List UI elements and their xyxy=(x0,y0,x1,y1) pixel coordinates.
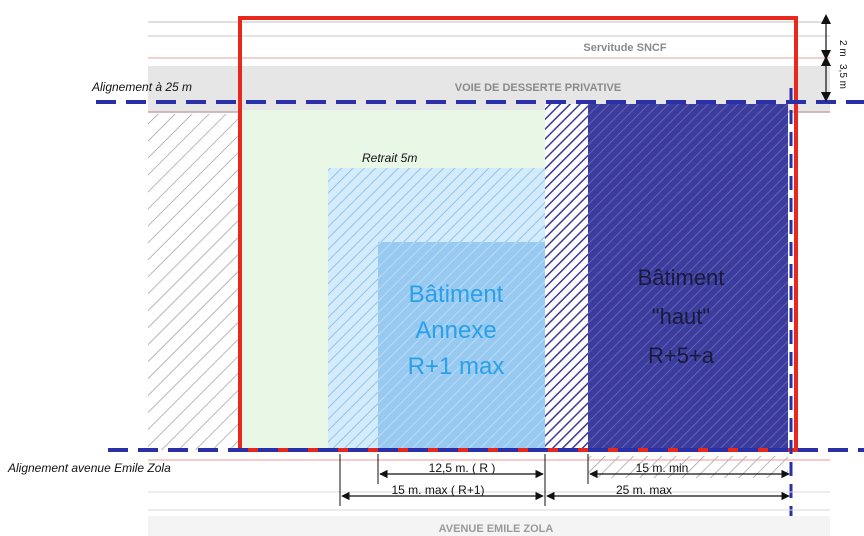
dim-label-25-max: 25 m. max xyxy=(616,483,672,497)
haut-label-line3: R+5+a xyxy=(648,343,715,368)
voie-label: VOIE DE DESSERTE PRIVATIVE xyxy=(455,82,621,94)
side-arrow-bottom xyxy=(821,92,831,102)
haut-building xyxy=(588,104,788,450)
side-arrow-top xyxy=(821,14,831,24)
alignement-25-label: Alignement à 25 m xyxy=(91,80,192,94)
side-2m-label: 2 m xyxy=(837,40,848,57)
dim-label-12-5: 12,5 m. ( R ) xyxy=(429,461,496,475)
annexe-label-line2: Annexe xyxy=(415,317,496,344)
servitude-band xyxy=(148,36,830,58)
side-35m-label: 3,5 m xyxy=(837,64,848,89)
annexe-building xyxy=(378,242,545,450)
haut-label-line2: "haut" xyxy=(652,304,710,329)
left-hatched-zone xyxy=(148,114,240,450)
avenue-band xyxy=(148,516,830,536)
servitude-label: Servitude SNCF xyxy=(583,42,666,54)
annexe-label-line3: R+1 max xyxy=(408,353,505,380)
haut-label-line1: Bâtiment xyxy=(638,265,725,290)
dim-label-15-min: 15 m. min xyxy=(636,461,689,475)
dim-label-15-max: 15 m. max ( R+1) xyxy=(391,483,484,497)
alignement-zola-label: Alignement avenue Emile Zola xyxy=(7,461,171,475)
retrait-label: Retrait 5m xyxy=(362,151,417,165)
navy-hatched-strip xyxy=(545,104,588,450)
avenue-label: AVENUE EMILE ZOLA xyxy=(439,523,554,535)
annexe-label-line1: Bâtiment xyxy=(409,281,504,308)
